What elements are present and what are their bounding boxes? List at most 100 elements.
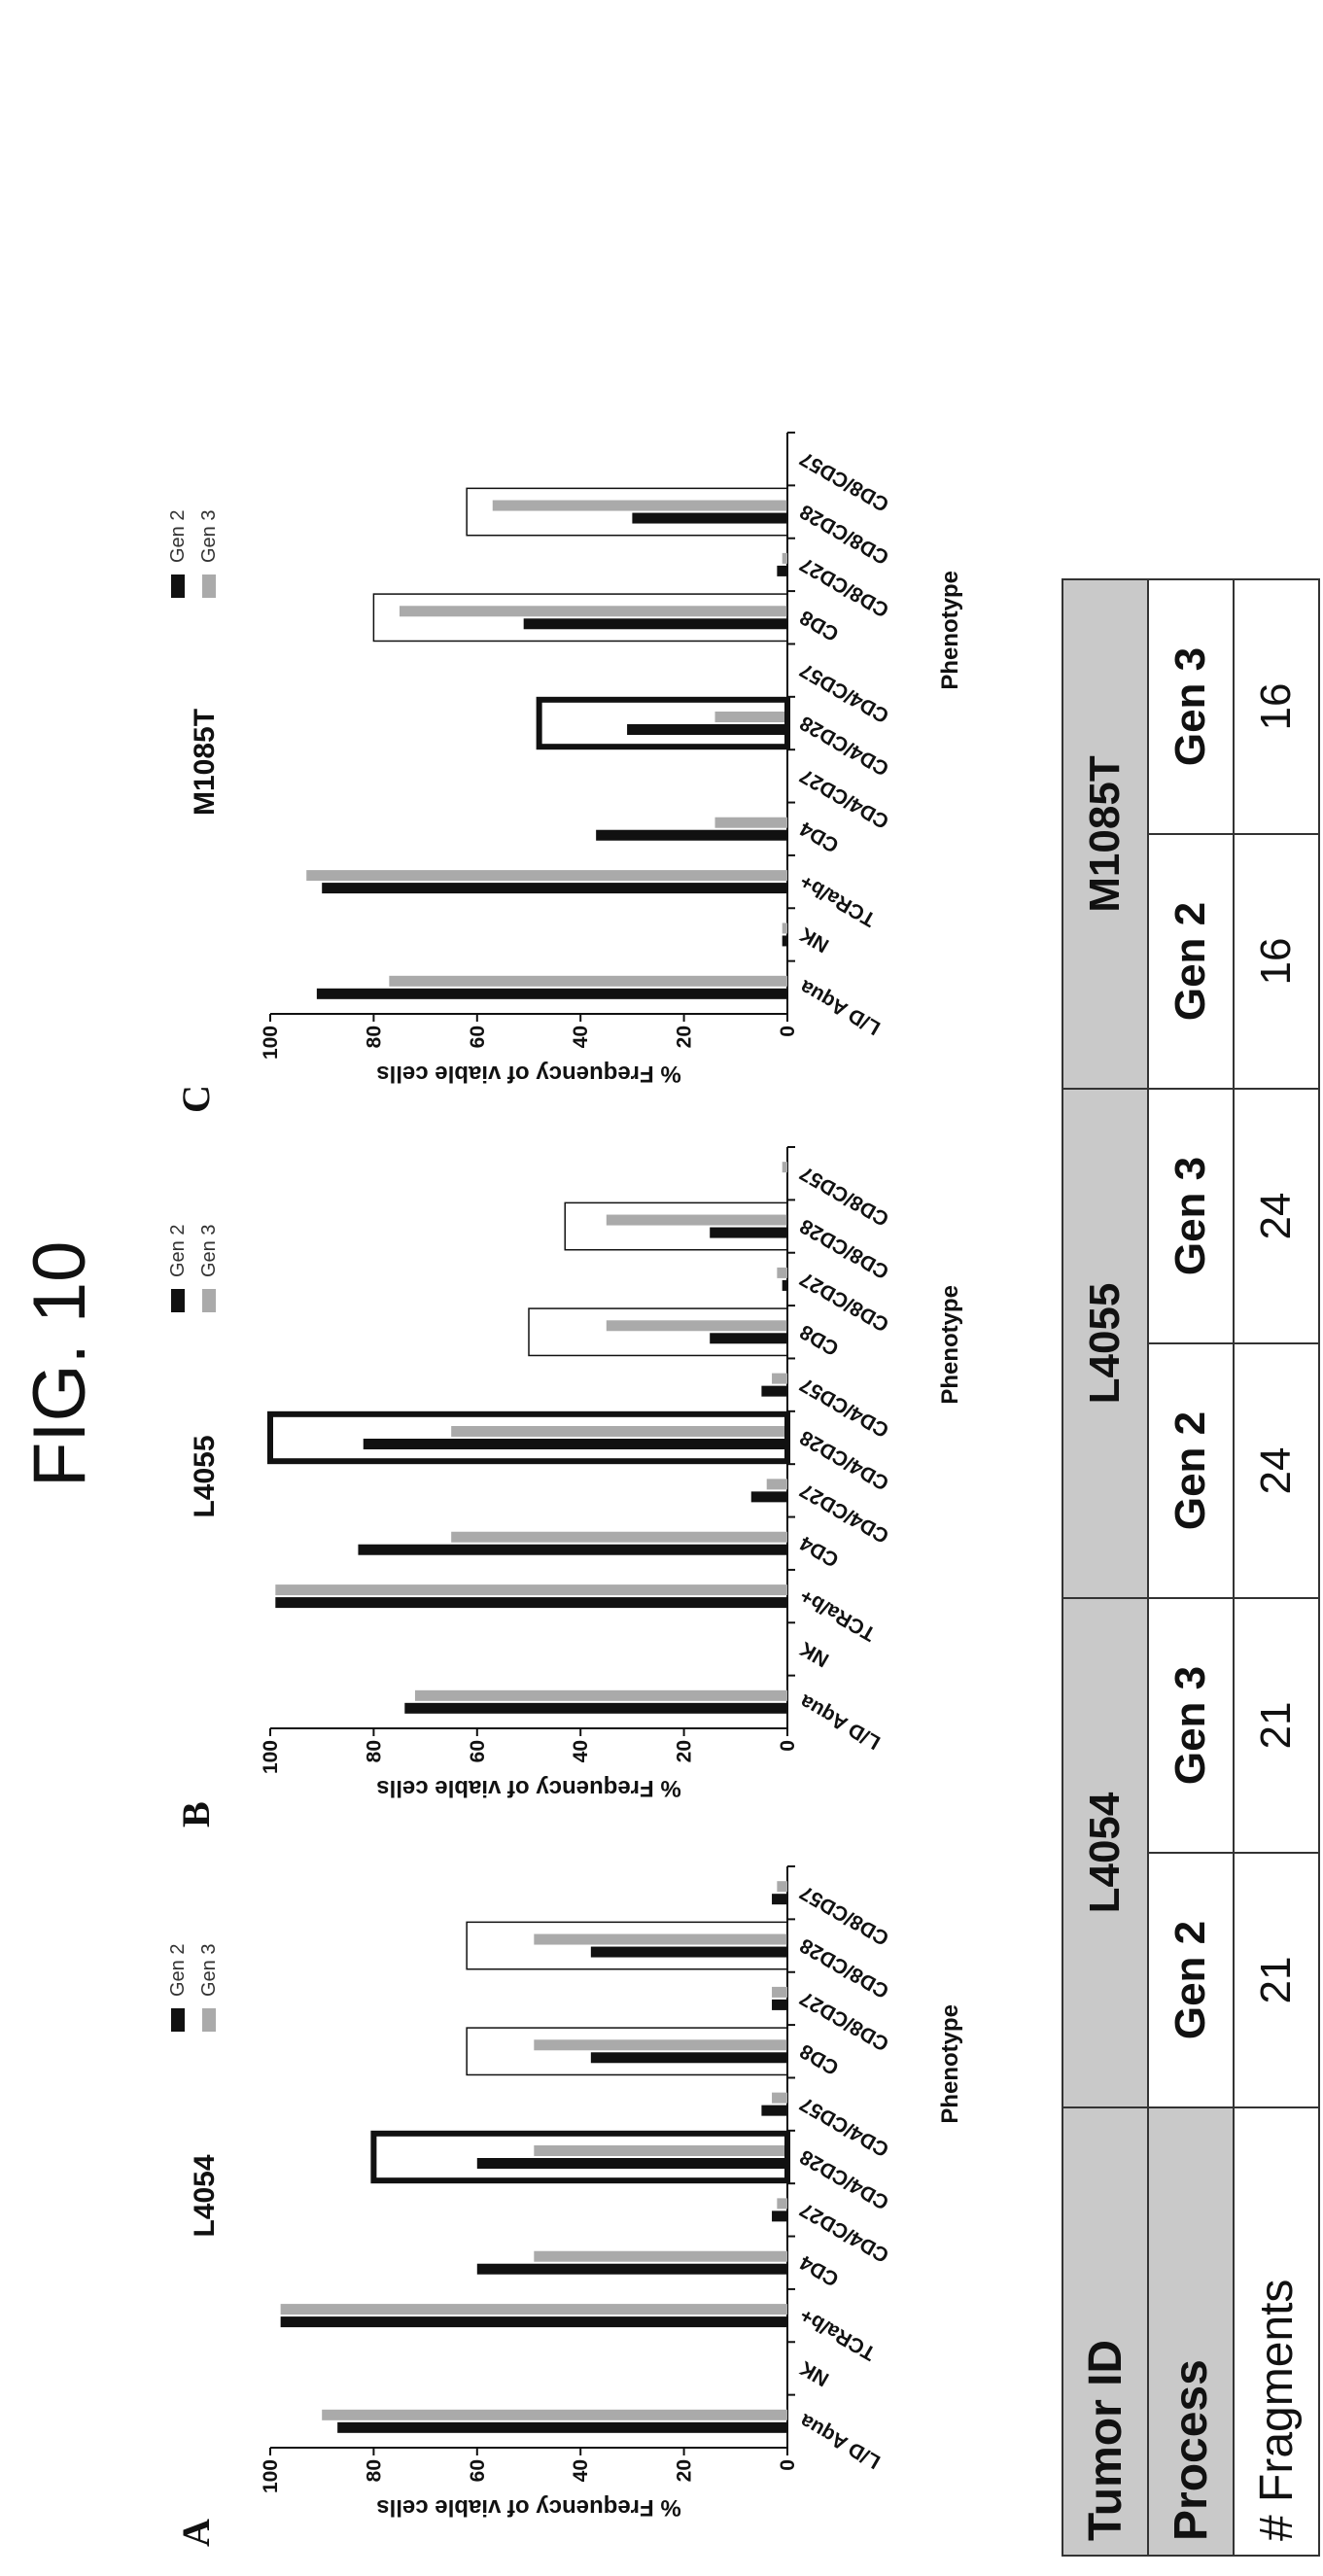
category-label-cd8: CD8: [796, 606, 843, 645]
highlight-box-cd4-cd28: [370, 2130, 790, 2184]
x-axis-title: Phenotype: [937, 2004, 963, 2124]
highlight-box-cd8-cd28: [466, 1921, 788, 1970]
legend-label-gen-3: Gen 3: [198, 510, 220, 563]
y-tick-label: 100: [260, 1740, 282, 1774]
fragments-l4054-gen2: 21: [1234, 1853, 1319, 2107]
bar-gen-3-cd8: [534, 2039, 787, 2051]
process-l4055-gen3: Gen 3: [1148, 1089, 1234, 1343]
legend-swatch-gen-3: [202, 2008, 216, 2032]
legend-swatch-gen-3: [202, 1289, 216, 1312]
bar-gen-2-cd8-cd28: [710, 1227, 788, 1238]
x-axis-title: Phenotype: [937, 571, 963, 690]
tumor-id-label: Tumor ID: [1062, 2107, 1148, 2556]
legend-label-gen-2: Gen 2: [167, 1225, 189, 1277]
process-m1085t-gen3: Gen 3: [1148, 579, 1234, 834]
process-l4054-gen2: Gen 2: [1148, 1853, 1234, 2107]
highlight-box-cd8-cd28: [466, 487, 788, 537]
y-tick-label: 60: [467, 1026, 489, 1048]
bar-gen-3-cd8-cd27: [782, 552, 787, 564]
chart-panel-c: M1085T Gen 2 Gen 3 0 20 40 60 80 100 % Frequency …: [167, 432, 963, 1087]
bar-gen-3-cd8-cd57: [777, 1881, 787, 1893]
highlight-box-cd8: [466, 2027, 788, 2076]
category-label-l-d-aqua: L/D Aqua: [796, 1689, 885, 1754]
category-label-cd8: CD8: [796, 1320, 843, 1360]
bar-gen-2-cd8-cd28: [632, 512, 787, 524]
bar-gen-3-cd4: [451, 1531, 787, 1543]
bar-gen-2-cd4-cd27: [750, 1491, 788, 1503]
bar-gen-3-cd4: [534, 2250, 787, 2262]
bar-gen-3-cd4-cd57: [772, 1373, 787, 1384]
bar-gen-2-l-d-aqua: [404, 1702, 787, 1714]
bar-gen-2-tcra-b: [275, 1597, 787, 1609]
y-tick-label: 0: [777, 1026, 799, 1037]
fragments-l4055-gen2: 24: [1234, 1343, 1319, 1598]
bar-gen-3-cd8: [606, 1320, 787, 1332]
legend-label-gen-3: Gen 3: [198, 1225, 220, 1277]
y-tick-label: 20: [674, 2459, 696, 2482]
bar-gen-3-cd8-cd57: [782, 1162, 787, 1173]
legend-label-gen-2: Gen 2: [167, 510, 189, 563]
process-l4055-gen2: Gen 2: [1148, 1343, 1234, 1598]
category-label-cd4: CD4: [796, 1531, 843, 1571]
category-label-cd8: CD8: [796, 2039, 843, 2079]
y-tick-label: 40: [570, 1026, 592, 1048]
bar-gen-3-tcra-b: [280, 2304, 787, 2315]
bar-gen-2-cd4-cd28: [363, 1439, 787, 1449]
fragments-label: # Fragments: [1234, 2107, 1319, 2556]
bar-gen-3-cd4-cd27: [777, 2198, 787, 2210]
highlight-box-cd4-cd28: [267, 1410, 790, 1465]
chart-title: M1085T: [189, 709, 221, 816]
bar-gen-2-cd4: [596, 829, 787, 841]
category-label-cd4: CD4: [796, 817, 843, 856]
bar-gen-2-cd4-cd28: [476, 2158, 787, 2169]
legend-swatch-gen-3: [202, 574, 216, 598]
bar-gen-3-cd4-cd28: [451, 1426, 787, 1437]
bar-gen-3-cd4-cd57: [772, 2092, 787, 2104]
category-label-l-d-aqua: L/D Aqua: [796, 975, 885, 1039]
tumor-id-l4055: L4055: [1062, 1089, 1148, 1598]
bar-gen-2-cd8-cd57: [772, 1894, 787, 1905]
bar-gen-2-cd8: [590, 2052, 787, 2064]
fragments-m1085t-gen2: 16: [1234, 834, 1319, 1089]
table-row-fragments: # Fragments 21 21 24 24 16 16: [1234, 579, 1319, 2556]
legend-label-gen-2: Gen 2: [167, 1944, 189, 1997]
y-tick-label: 0: [777, 2459, 799, 2471]
bar-gen-3-l-d-aqua: [389, 975, 788, 987]
y-tick-label: 20: [674, 1026, 696, 1048]
bar-gen-2-cd8: [710, 1333, 788, 1344]
bar-gen-3-tcra-b: [306, 870, 788, 882]
y-axis-title: % Frequency of viable cells: [376, 2494, 680, 2521]
y-tick-label: 20: [674, 1740, 696, 1762]
y-tick-label: 80: [363, 2459, 385, 2482]
y-tick-label: 80: [363, 1026, 385, 1048]
category-label-nk: NK: [796, 922, 833, 957]
bar-gen-2-cd8-cd28: [590, 1946, 787, 1958]
table-row-tumor-id: Tumor ID L4054 L4055 M1085T: [1062, 579, 1148, 2556]
bar-gen-3-cd4: [714, 817, 788, 828]
bar-gen-2-cd8: [523, 618, 787, 630]
bar-gen-3-cd8: [400, 606, 787, 617]
chart-panel-a: L4054 Gen 2 Gen 3 0 20 40 60 80 100 % Frequency o…: [167, 1865, 963, 2521]
highlight-box-cd4-cd28: [536, 696, 791, 750]
y-tick-label: 80: [363, 1740, 385, 1762]
bar-gen-3-cd8-cd28: [492, 500, 787, 511]
legend-swatch-gen-2: [171, 574, 185, 598]
y-tick-label: 0: [777, 1740, 799, 1752]
y-axis-title: % Frequency of viable cells: [376, 1061, 680, 1087]
process-label: Process: [1148, 2107, 1234, 2556]
tumor-id-l4054: L4054: [1062, 1598, 1148, 2107]
bar-gen-2-tcra-b: [280, 2316, 787, 2328]
y-tick-label: 60: [467, 2459, 489, 2482]
y-tick-label: 40: [570, 2459, 592, 2482]
y-tick-label: 100: [260, 1026, 282, 1060]
table-row-process: Process Gen 2 Gen 3 Gen 2 Gen 3 Gen 2 Ge…: [1148, 579, 1234, 2556]
category-label-tcra-b: TCRa/b+: [796, 870, 880, 931]
process-l4054-gen3: Gen 3: [1148, 1598, 1234, 1853]
bar-gen-2-nk: [782, 935, 787, 947]
bar-gen-3-cd4-cd28: [714, 712, 788, 722]
bar-gen-2-l-d-aqua: [337, 2421, 787, 2433]
bar-gen-2-cd4-cd28: [627, 724, 787, 735]
category-label-tcra-b: TCRa/b+: [796, 1584, 880, 1646]
